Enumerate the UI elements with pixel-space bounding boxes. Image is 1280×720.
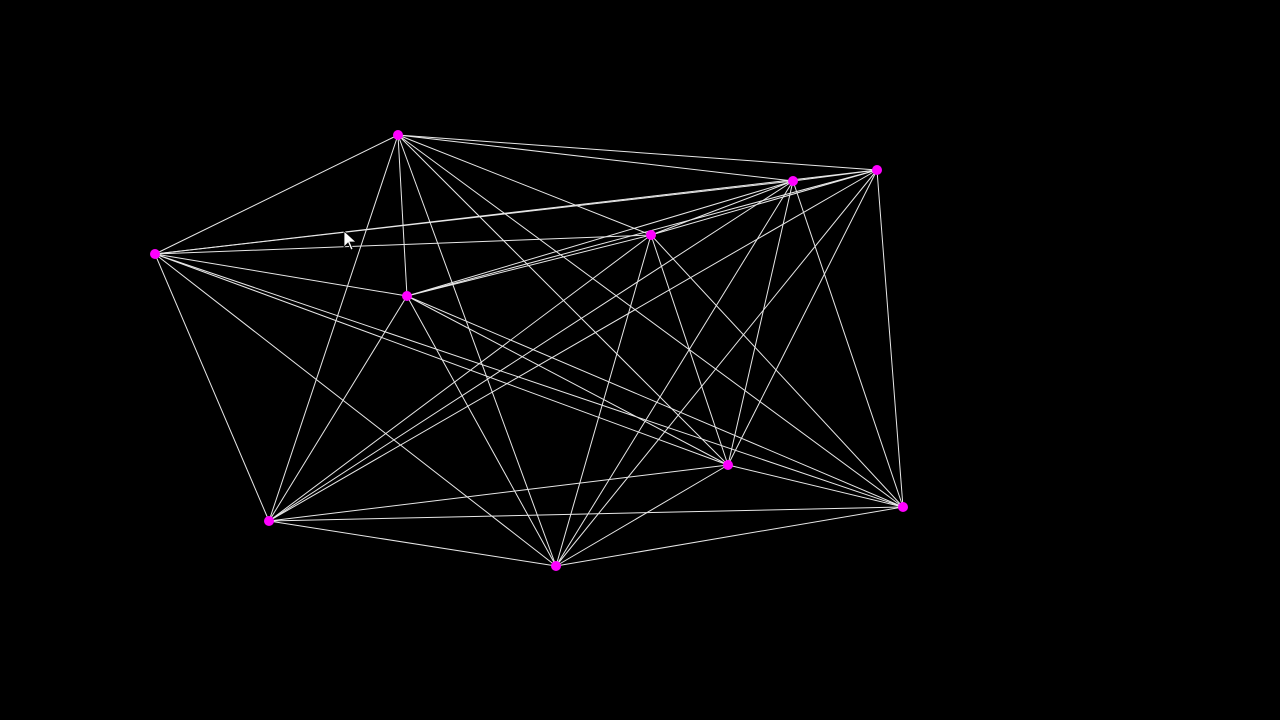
edge — [727, 180, 794, 466]
edge — [397, 134, 408, 297]
edge — [406, 295, 729, 466]
edge — [268, 180, 794, 522]
node[interactable] — [402, 291, 412, 301]
nodes — [150, 130, 908, 571]
node[interactable] — [150, 249, 160, 259]
edge — [154, 253, 557, 567]
edges — [154, 134, 904, 567]
edge — [555, 506, 904, 567]
edge — [876, 169, 904, 508]
edge — [268, 169, 878, 522]
edge — [792, 180, 904, 508]
edge — [406, 234, 652, 297]
edge — [397, 134, 652, 236]
edge — [555, 180, 794, 567]
edge — [397, 134, 878, 171]
edge — [397, 134, 794, 182]
edge — [650, 234, 904, 508]
edge — [650, 169, 878, 236]
node[interactable] — [788, 176, 798, 186]
edge — [154, 253, 270, 522]
edge — [555, 464, 729, 567]
edge — [555, 169, 878, 567]
edge — [268, 234, 652, 522]
node[interactable] — [393, 130, 403, 140]
edge — [406, 180, 794, 297]
edge — [650, 180, 794, 236]
edge — [154, 134, 399, 255]
edge — [727, 169, 878, 466]
edge — [406, 169, 878, 297]
edge — [154, 234, 652, 255]
node[interactable] — [551, 561, 561, 571]
edge — [154, 253, 904, 508]
edge — [727, 464, 904, 508]
edge — [397, 134, 557, 567]
node[interactable] — [264, 516, 274, 526]
edge — [268, 520, 557, 567]
edge — [268, 295, 408, 522]
node[interactable] — [898, 502, 908, 512]
mouse-cursor — [343, 230, 358, 251]
edge — [397, 134, 729, 466]
node[interactable] — [872, 165, 882, 175]
node[interactable] — [646, 230, 656, 240]
edge — [406, 295, 557, 567]
edge — [154, 180, 794, 255]
edge — [154, 253, 408, 297]
edge — [406, 295, 904, 508]
node[interactable] — [723, 460, 733, 470]
edge — [397, 134, 904, 508]
edge — [268, 506, 904, 522]
edge — [555, 234, 652, 567]
edge — [268, 134, 399, 522]
edge — [268, 464, 729, 522]
